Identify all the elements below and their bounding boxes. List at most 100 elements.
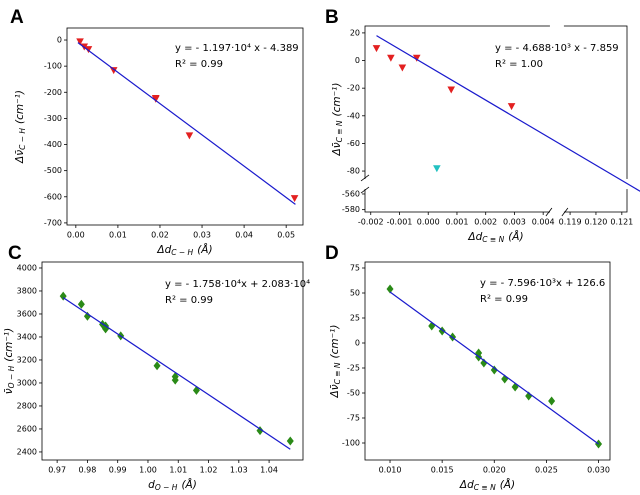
y-tick-label: -75 (347, 414, 360, 423)
data-point (290, 195, 299, 203)
axis-label: Δν̄C ≡ N (cm⁻¹) (331, 83, 344, 157)
y-tick-label: -25 (347, 364, 360, 373)
axis-break-gap (549, 24, 564, 28)
axis-label-main: Δν̄ (14, 150, 26, 164)
axis-label-unit: (cm⁻¹) (3, 328, 15, 362)
axis-label-unit: (Å) (197, 243, 212, 256)
axis-label-unit: (Å) (500, 478, 515, 491)
panel: 0.010 0.015 0.020 0.025 0.030 -100 -75 -50 -25 0 2… (325, 243, 611, 492)
y-tick-label: -600 (44, 192, 62, 201)
y-tick-label: 50 (350, 289, 360, 298)
x-tick-label: 0.01 (109, 231, 127, 240)
x-tick-label: 0.015 (431, 466, 454, 475)
y-tick-label: 3800 (17, 286, 37, 295)
annotation: y = - 7.596·10³x + 126.6 (480, 278, 605, 289)
data-point (412, 54, 421, 62)
axis-label-sub: C ≡ N (335, 120, 344, 142)
data-point (153, 361, 161, 371)
plot-frame (364, 261, 611, 461)
fit-line (389, 291, 599, 445)
axis-label-main: d (148, 479, 155, 491)
axis-label-sub: C − H (18, 128, 27, 150)
y-tick-label: -100 (342, 439, 360, 448)
data-point (109, 67, 118, 75)
panel: 0.00 0.01 0.02 0.03 0.04 0.05 -700 -600 -500 -400… (10, 7, 304, 257)
panel-letter: B (325, 7, 339, 28)
panel-letter: A (10, 7, 24, 28)
data-point (447, 86, 456, 94)
y-tick-label: 0 (57, 36, 62, 45)
y-tick-label: 3200 (17, 355, 37, 364)
annotation: R² = 1.00 (495, 59, 543, 70)
axis-label-main: Δν̄ (331, 142, 343, 156)
x-tick-label: 1.00 (139, 466, 157, 475)
axis-label-main: Δd (156, 244, 171, 256)
y-tick-label: 4000 (17, 263, 37, 272)
axis-label-main: ν̄ (3, 388, 15, 394)
axis-break-mark (360, 174, 370, 182)
x-tick-label: 0.003 (503, 218, 526, 227)
axis-label: dO − H (Å) (148, 478, 197, 492)
x-tick-label: 1.04 (260, 466, 278, 475)
axis-label-sub: C ≡ N (482, 235, 504, 244)
data-point (171, 375, 179, 385)
y-tick-label: 2600 (17, 424, 37, 433)
data-point (490, 365, 498, 375)
data-point (387, 54, 395, 62)
y-tick-label: -400 (44, 140, 62, 149)
data-point (84, 46, 93, 54)
x-tick-label: 0.030 (587, 466, 610, 475)
x-tick-label: -0.001 (387, 218, 413, 227)
plot-frame (364, 25, 628, 213)
y-tick-label: 20 (350, 28, 360, 37)
y-tick-label: 3000 (17, 378, 37, 387)
axis-label: Δν̄C ≡ N (cm⁻¹) (329, 325, 342, 399)
fit-line (77, 42, 296, 205)
y-tick-label: -40 (347, 111, 360, 120)
y-tick-label: -100 (44, 62, 62, 71)
data-point (76, 38, 84, 46)
axis-label: Δν̄C − H (cm⁻¹) (14, 90, 27, 164)
data-point (83, 311, 91, 321)
plot-frame (66, 27, 304, 226)
axis-break-mark (545, 207, 553, 217)
axis-label-sub: O − H (7, 365, 16, 388)
x-tick-label: 1.03 (230, 466, 248, 475)
axis-label-sub: C ≡ N (474, 483, 496, 492)
y-tick-label: 2400 (17, 447, 37, 456)
x-tick-label: 0.000 (417, 218, 440, 227)
annotation: y = - 1.197·10⁴ x - 4.389 (175, 43, 299, 54)
x-tick-label: 0.03 (193, 231, 211, 240)
y-tick-label: 2800 (17, 401, 37, 410)
data-point (192, 385, 200, 395)
axis-label-sub: O − H (155, 483, 178, 492)
data-point (507, 103, 516, 111)
axis-label-unit: (Å) (508, 230, 523, 243)
plot-frame (41, 261, 304, 461)
y-tick-label: -300 (44, 114, 62, 123)
panel: 0.97 0.98 0.99 1.00 1.01 1.02 1.03 1.04 2400 2600… (3, 243, 310, 492)
axis-label-unit: (cm⁻¹) (331, 83, 343, 117)
data-point (151, 95, 160, 103)
y-tick-label: -560 (342, 189, 360, 198)
annotation: y = - 4.688·10³ x - 7.859 (495, 43, 619, 54)
x-tick-label: 0.002 (474, 218, 497, 227)
axis-label-main: Δν̄ (329, 384, 341, 398)
x-tick-label: 0.121 (610, 218, 633, 227)
x-tick-label: -0.002 (358, 218, 384, 227)
data-point (185, 132, 194, 140)
axis-break-gap (549, 210, 564, 214)
data-point (548, 396, 556, 406)
y-tick-label: 25 (350, 314, 360, 323)
fit-line (62, 297, 291, 450)
axis-label: ν̄O − H (cm⁻¹) (3, 328, 16, 394)
x-tick-label: 1.02 (200, 466, 218, 475)
x-tick-label: 0.025 (535, 466, 558, 475)
x-tick-label: 0.98 (79, 466, 97, 475)
data-point (433, 165, 441, 173)
axis-label-unit: (Å) (181, 478, 196, 491)
y-tick-label: -60 (347, 139, 360, 148)
data-point (398, 64, 407, 72)
annotation: y = - 1.758·10⁴x + 2.083·10⁴ (165, 279, 310, 290)
data-point (386, 284, 394, 294)
